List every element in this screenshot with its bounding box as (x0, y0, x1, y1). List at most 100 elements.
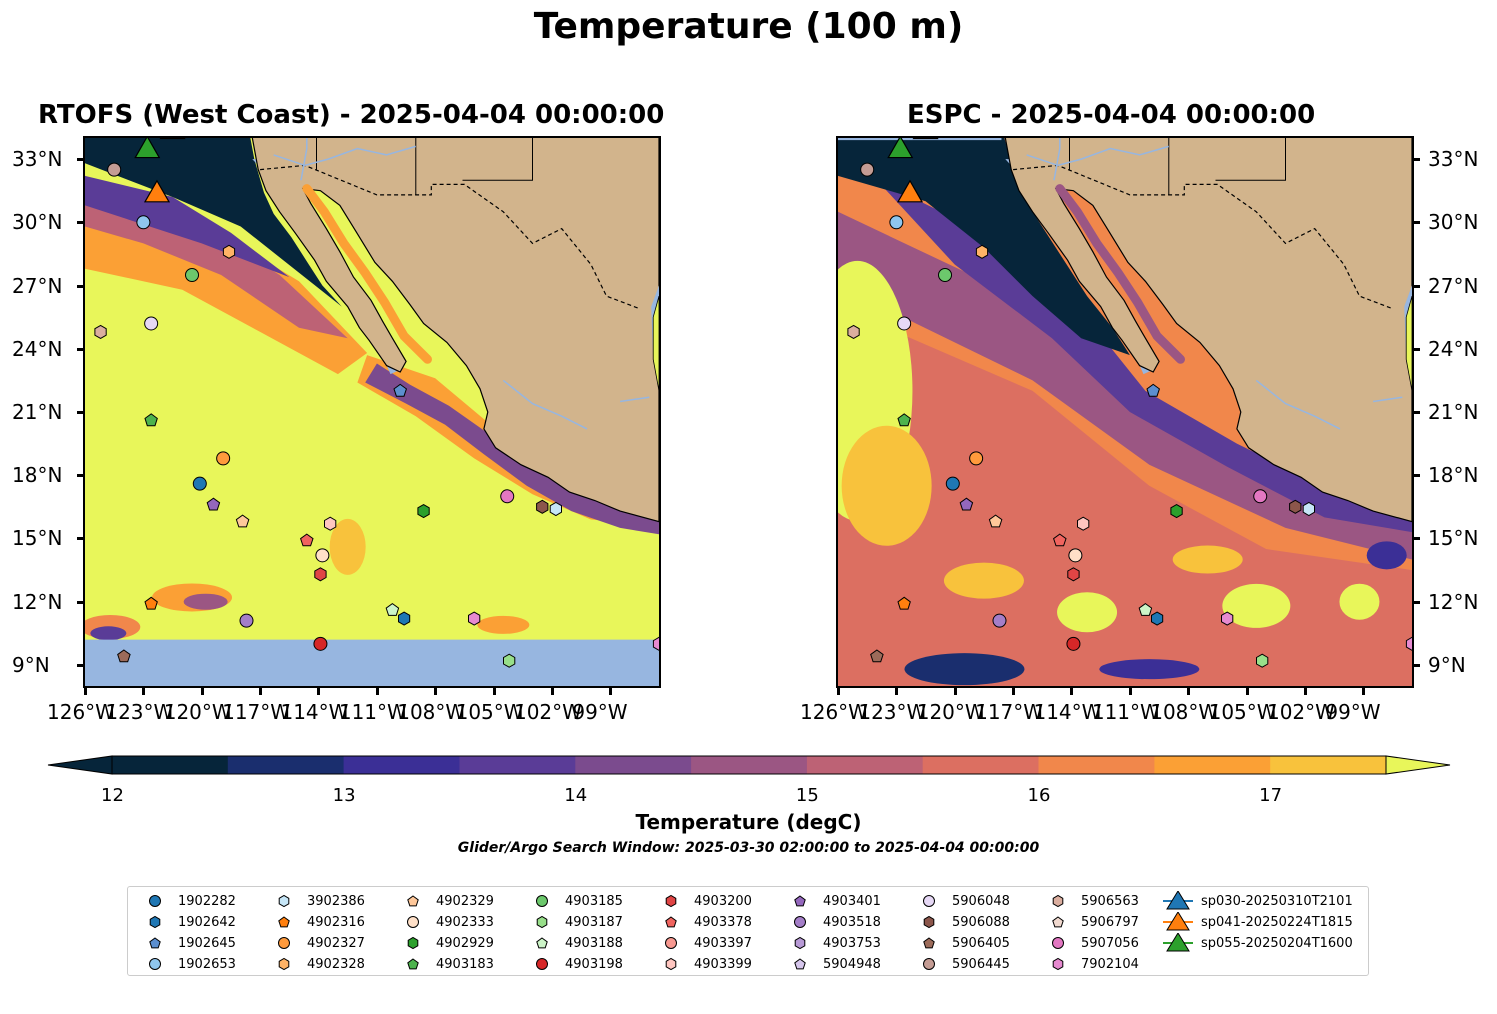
legend-item: 5906405 (914, 933, 1010, 953)
legend-label: sp030-20250310T2101 (1201, 893, 1353, 909)
colorbar-segment (343, 756, 460, 774)
marker-4903185 (185, 268, 200, 282)
lat-tick-label: 30°N (12, 210, 63, 235)
marker-sp055-20250204T1600 (134, 138, 161, 159)
marker-4902333 (1068, 548, 1083, 563)
river-colorado (1053, 138, 1061, 181)
lon-tick-mark (609, 688, 613, 695)
legend-label: 4902329 (436, 893, 494, 909)
marker-3902386 (549, 501, 562, 517)
legend-label: 4903198 (565, 956, 623, 972)
float-markers (94, 138, 659, 668)
legend: 1902282 1902642 1902645 1902653 3902386 49023… (127, 886, 1369, 976)
lat-tick-mark (77, 347, 83, 351)
gulf-edge-warm (652, 295, 659, 391)
legend-item: 4903753 (785, 933, 881, 953)
lon-tick-mark (1362, 688, 1366, 695)
legend-label: 4903753 (823, 935, 881, 951)
lat-tick-mark (77, 158, 83, 162)
lon-tick-label: 126°W (800, 700, 868, 724)
lat-tick-mark (1414, 537, 1420, 541)
lon-tick-mark (200, 688, 204, 695)
marker-5906563 (847, 324, 860, 339)
legend-marker-icon (536, 915, 548, 929)
lon-tick-mark (550, 688, 554, 695)
lon-tick-mark (953, 688, 957, 695)
lat-tick-label: 24°N (12, 336, 63, 361)
marker-4902929 (417, 504, 430, 519)
legend-label: 4903399 (694, 956, 752, 972)
legend-label: 1902642 (178, 914, 236, 930)
legend-marker-icon (1163, 912, 1193, 931)
marker-5906048 (144, 316, 159, 331)
marker-extra (652, 636, 659, 651)
legend-item: 1902282 (140, 891, 236, 911)
lat-tick-label: 24°N (1428, 336, 1479, 361)
legend-marker-icon (278, 957, 290, 971)
espc-map-panel (836, 136, 1414, 688)
river-panuco (1372, 396, 1403, 403)
legend-marker-icon (665, 937, 677, 949)
gulf-edge-warm (1405, 295, 1412, 391)
marker-4902328 (222, 244, 236, 259)
legend-item: 5906563 (1043, 891, 1139, 911)
legend-label: 1902282 (178, 893, 236, 909)
legend-marker-icon (794, 958, 806, 970)
legend-marker-icon (665, 916, 677, 928)
marker-4903401 (206, 497, 221, 511)
legend-item: 4903378 (656, 912, 752, 932)
legend-marker-icon (536, 958, 548, 970)
legend-label: 5904948 (823, 956, 881, 972)
lat-tick-mark (1414, 347, 1420, 351)
legend-item: 1902645 (140, 933, 236, 953)
lat-tick-mark (1414, 411, 1420, 414)
legend-marker-icon (923, 958, 935, 970)
river-gila (1026, 145, 1170, 167)
lat-tick-mark (77, 663, 83, 667)
marker-4902316 (144, 596, 158, 610)
colorbar-segment (459, 756, 576, 774)
legend-marker-icon (407, 916, 419, 928)
marker-5907056 (1253, 489, 1268, 504)
lon-tick-label: 126°W (47, 700, 115, 724)
rtofs-map-panel (83, 136, 661, 688)
lon-tick-label: 111°W (1091, 700, 1160, 724)
legend-item: 5906445 (914, 954, 1010, 974)
marker-4902929 (1170, 504, 1183, 519)
legend-label: 5906445 (952, 956, 1010, 972)
lon-tick-label: 99°W (572, 700, 628, 724)
lon-tick-mark (259, 688, 263, 695)
legend-label: 4902333 (436, 914, 494, 930)
marker-1902642 (398, 611, 411, 626)
lon-tick-mark (317, 688, 321, 695)
marker-4902327 (216, 451, 231, 466)
lat-tick-label: 33°N (1428, 147, 1479, 172)
lat-tick-mark (1414, 600, 1420, 604)
legend-label: 5906563 (1081, 893, 1139, 909)
marker-1902653 (136, 215, 151, 230)
left-panel-title: RTOFS (West Coast) - 2025-04-04 00:00:00 (38, 100, 665, 130)
legend-item: sp041-20250224T1815 (1163, 912, 1353, 932)
marker-4903518 (992, 613, 1007, 628)
legend-label: 1902653 (178, 956, 236, 972)
lon-tick-label: 102°W (1266, 700, 1335, 724)
river-colorado (300, 138, 308, 181)
legend-label: 4902328 (307, 956, 365, 972)
lon-tick-mark (1128, 688, 1132, 695)
legend-label: 5906797 (1081, 914, 1139, 930)
colorbar-segment (806, 756, 924, 774)
legend-marker-icon (923, 937, 935, 949)
colorbar-segment (691, 756, 808, 774)
colorbar (40, 750, 1460, 790)
legend-label: 5906405 (952, 935, 1010, 951)
marker-4902329 (988, 514, 1003, 528)
marker-5906405 (870, 649, 884, 663)
lat-tick-label: 33°N (12, 147, 63, 172)
legend-label: 4903378 (694, 914, 752, 930)
legend-marker-icon (536, 895, 548, 907)
colorbar-tick-label: 14 (564, 785, 588, 806)
legend-label: 4903183 (436, 956, 494, 972)
marker-sp055-20250204T1600 (887, 138, 914, 159)
lon-tick-label: 117°W (975, 700, 1044, 724)
lat-tick-mark (1414, 663, 1420, 667)
